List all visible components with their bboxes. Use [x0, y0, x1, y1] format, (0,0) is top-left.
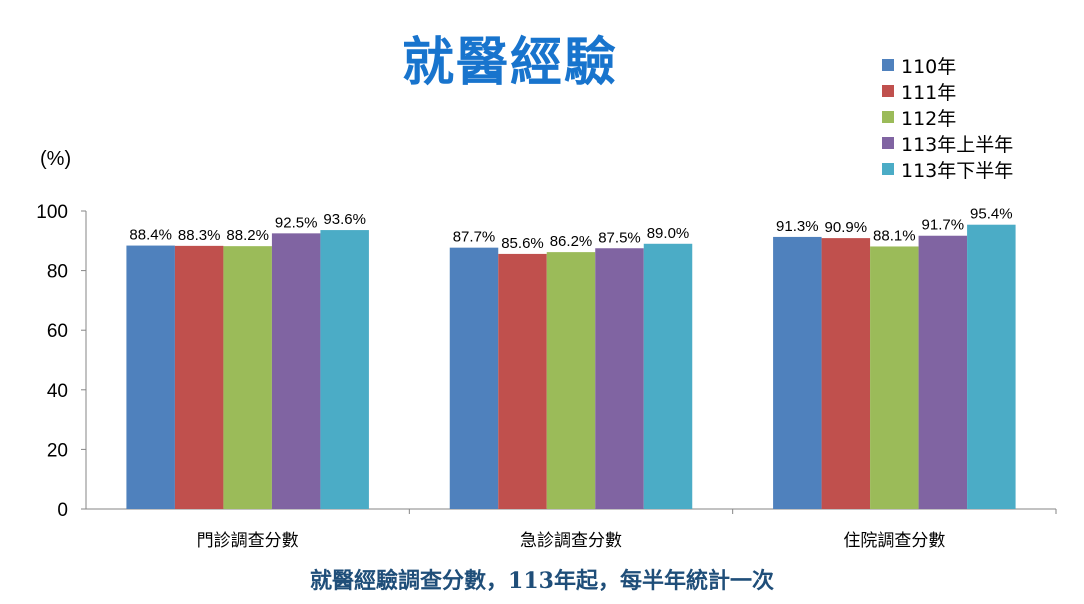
data-label: 95.4% — [970, 206, 1013, 223]
bar — [821, 238, 871, 510]
bar — [870, 246, 919, 509]
data-label: 87.5% — [598, 229, 641, 246]
bar — [918, 235, 968, 509]
y-tick-label: 80 — [47, 262, 68, 283]
data-label: 88.2% — [226, 227, 269, 244]
bar — [223, 246, 272, 509]
data-label: 89.0% — [647, 225, 690, 242]
data-label: 88.1% — [873, 227, 916, 244]
legend-label: 113年上半年 — [901, 133, 1014, 156]
legend-item: 110年 — [882, 52, 1013, 78]
legend-item: 112年 — [882, 104, 1013, 130]
legend-swatch — [882, 59, 894, 71]
bar — [271, 233, 321, 509]
bar — [498, 253, 547, 509]
legend-swatch — [882, 163, 894, 175]
data-label: 88.3% — [178, 227, 221, 244]
x-tick-label: 住院調查分數 — [843, 531, 945, 551]
data-label: 90.9% — [825, 219, 868, 236]
data-label: 93.6% — [323, 211, 366, 228]
x-tick-label: 門診調查分數 — [197, 531, 299, 551]
bar — [595, 248, 644, 509]
bar — [643, 243, 693, 509]
y-tick-label: 40 — [47, 381, 68, 402]
data-label: 87.7% — [453, 229, 496, 246]
legend-swatch — [882, 137, 894, 149]
bar — [546, 252, 596, 509]
bar — [773, 236, 822, 509]
footnote: 就醫經驗調查分數，113年起，每半年統計一次 — [310, 568, 774, 594]
data-label: 88.4% — [129, 227, 172, 244]
y-tick-label: 0 — [57, 500, 68, 521]
x-tick-label: 急診調查分數 — [520, 531, 622, 551]
legend-item: 111年 — [882, 78, 1013, 104]
legend: 110年 111年 112年 113年上半年 113年下半年 — [882, 52, 1013, 182]
legend-swatch — [882, 85, 894, 97]
chart-title: 就醫經驗 — [401, 33, 618, 93]
legend-label: 113年下半年 — [901, 159, 1014, 182]
legend-label: 110年 — [901, 55, 957, 78]
bar — [126, 245, 175, 509]
y-axis-label: (%) — [40, 148, 72, 170]
y-tick-label: 100 — [36, 202, 68, 223]
legend-swatch — [882, 111, 894, 123]
bar — [174, 245, 224, 509]
y-tick-label: 20 — [47, 440, 68, 461]
data-label: 91.3% — [776, 218, 819, 235]
data-label: 91.7% — [922, 217, 965, 234]
legend-label: 111年 — [901, 81, 957, 104]
legend-item: 113年上半年 — [882, 130, 1013, 156]
bar — [320, 230, 369, 509]
bar — [449, 247, 499, 510]
data-label: 92.5% — [275, 214, 318, 231]
y-tick-label: 60 — [47, 321, 68, 342]
bar — [967, 224, 1016, 509]
data-label: 86.2% — [550, 233, 593, 250]
legend-item: 113年下半年 — [882, 156, 1013, 182]
data-label: 85.6% — [501, 235, 544, 252]
legend-label: 112年 — [901, 107, 957, 130]
